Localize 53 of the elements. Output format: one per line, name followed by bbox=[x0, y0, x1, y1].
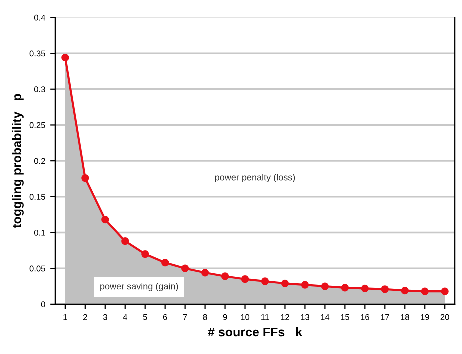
point bbox=[102, 216, 110, 224]
point bbox=[62, 54, 70, 62]
annotation: power saving (gain) bbox=[100, 283, 178, 292]
x-tick-label: 6 bbox=[163, 314, 168, 320]
point bbox=[341, 284, 349, 292]
y-tick-label: 0.4 bbox=[34, 14, 46, 21]
x-tick-label: 13 bbox=[301, 314, 310, 320]
y-tick-label: 0.2 bbox=[34, 158, 46, 164]
point bbox=[182, 264, 190, 272]
x-tick-label: 8 bbox=[203, 314, 208, 320]
x-tick-label: 2 bbox=[84, 314, 88, 320]
x-tick-label: 15 bbox=[341, 314, 350, 320]
point bbox=[122, 238, 130, 246]
y-tick-label: 0.3 bbox=[34, 86, 46, 92]
point bbox=[301, 281, 310, 289]
point bbox=[221, 272, 230, 280]
x-tick-label: 1 bbox=[64, 314, 68, 320]
point bbox=[441, 288, 449, 296]
point bbox=[241, 276, 250, 284]
x-tick-label: 5 bbox=[143, 314, 148, 320]
point bbox=[82, 174, 90, 182]
y-tick-label: 0 bbox=[41, 302, 46, 308]
x-tick-label: 20 bbox=[440, 314, 450, 320]
point bbox=[281, 280, 290, 288]
y-tick-label: 0.1 bbox=[34, 230, 46, 236]
x-tick-label: 18 bbox=[401, 314, 410, 320]
x-tick-label: 11 bbox=[262, 314, 270, 320]
x-tick-label: 16 bbox=[361, 314, 370, 320]
x-tick-label: 10 bbox=[241, 314, 250, 320]
annotation: power penalty (loss) bbox=[215, 174, 296, 182]
point bbox=[381, 286, 389, 294]
point bbox=[421, 288, 429, 296]
point bbox=[201, 269, 210, 277]
x-tick-label: 9 bbox=[223, 314, 228, 320]
x-tick-label: 3 bbox=[103, 314, 108, 320]
x-axis-title: # source FFs k bbox=[208, 327, 303, 337]
point bbox=[361, 284, 369, 292]
y-tick-label: 0.05 bbox=[30, 266, 46, 272]
point bbox=[162, 259, 170, 267]
point bbox=[401, 287, 409, 295]
y-tick-label: 0.25 bbox=[30, 122, 46, 128]
point bbox=[321, 282, 330, 290]
x-tick-label: 4 bbox=[123, 314, 128, 320]
x-tick-label: 14 bbox=[321, 314, 330, 320]
x-tick-label: 12 bbox=[281, 314, 290, 320]
y-axis-title: toggling probability p bbox=[12, 94, 24, 228]
point bbox=[142, 250, 150, 258]
y-tick-label: 0.35 bbox=[30, 50, 46, 57]
x-tick-label: 7 bbox=[183, 314, 188, 320]
x-tick-label: 19 bbox=[421, 314, 430, 320]
point bbox=[261, 278, 270, 286]
y-tick-label: 0.15 bbox=[30, 194, 46, 200]
x-tick-label: 17 bbox=[381, 314, 390, 320]
